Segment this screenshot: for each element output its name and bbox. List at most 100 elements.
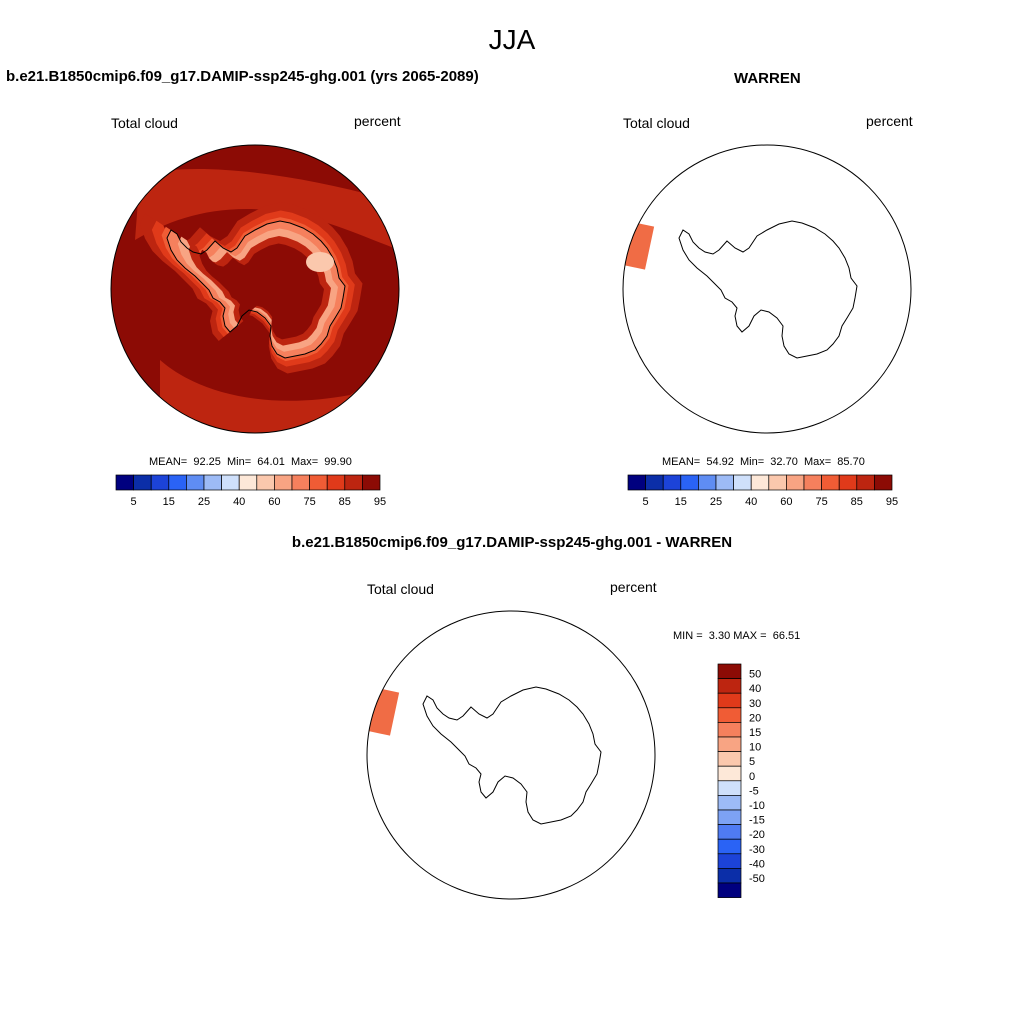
model-colorbar-tick-label: 5	[131, 496, 137, 508]
model-colorbar-box	[203, 474, 222, 491]
diff-colorbar-box	[717, 882, 742, 898]
diff-colorbar-tick-label: -15	[749, 815, 765, 827]
obs-map	[623, 218, 858, 359]
obs-colorbar-box	[680, 474, 699, 491]
obs-colorbar: 5 15 25 40 60 75 85 95	[627, 474, 898, 508]
model-min-label: Min=	[227, 456, 252, 468]
obs-colorbar-tick-label: 60	[780, 496, 792, 508]
diff-colorbar-box	[717, 838, 742, 855]
diff-colorbar-tick-label: -20	[749, 829, 765, 841]
obs-colorbar-box	[821, 474, 840, 491]
model-colorbar-box	[133, 474, 152, 491]
model-map	[111, 145, 399, 433]
diff-colorbar-box	[717, 824, 742, 840]
obs-colorbar-box	[803, 474, 822, 491]
model-colorbar-tick-label: 75	[303, 496, 315, 508]
model-mean-label: MEAN=	[149, 456, 188, 468]
obs-colorbar-box	[838, 474, 858, 491]
diff-colorbar-box	[717, 736, 742, 752]
diff-colorbar-box	[717, 692, 742, 709]
model-colorbar-box	[256, 474, 275, 491]
model-shading-plateau-min	[306, 252, 334, 272]
obs-units-label: percent	[866, 113, 913, 129]
obs-colorbar-tick-label: 95	[886, 496, 898, 508]
diff-colorbar-box	[717, 765, 742, 782]
model-colorbar-box	[309, 474, 328, 491]
model-stats: MEAN= 92.25 Min= 64.01 Max= 99.90	[149, 456, 352, 468]
diff-panel-title: b.e21.B1850cmip6.f09_g17.DAMIP-ssp245-gh…	[291, 534, 733, 551]
model-colorbar-box	[238, 474, 258, 491]
model-colorbar-box	[150, 474, 170, 491]
obs-stats: MEAN= 54.92 Min= 32.70 Max= 85.70	[662, 456, 865, 468]
diff-colorbar-tick-label: 50	[749, 669, 761, 681]
diff-colorbar-box	[717, 678, 742, 694]
obs-colorbar-box	[768, 474, 787, 491]
model-max-label: Max=	[290, 456, 319, 468]
model-colorbar-tick-label: 25	[198, 496, 210, 508]
obs-map-border	[622, 144, 912, 434]
model-colorbar-box	[274, 474, 293, 491]
obs-colorbar-box	[874, 474, 893, 491]
diff-min-value: 3.30	[708, 630, 731, 642]
diff-colorbar-tick-label: 20	[749, 712, 761, 724]
obs-colorbar-box	[662, 474, 682, 491]
obs-colorbar-tick-label: 75	[815, 496, 827, 508]
diff-map-border	[366, 610, 656, 900]
diff-colorbar-box	[717, 751, 742, 767]
model-colorbar-box	[344, 474, 363, 491]
diff-colorbar-box	[717, 663, 742, 679]
diff-field-label: Total cloud	[367, 581, 434, 597]
obs-colorbar-tick-label: 25	[710, 496, 722, 508]
obs-max-value: 85.70	[837, 456, 865, 468]
obs-colorbar-box	[750, 474, 770, 491]
obs-max-label: Max=	[803, 456, 832, 468]
diff-max-label: MAX =	[733, 630, 767, 642]
diff-colorbar-box	[717, 868, 742, 884]
obs-colorbar-box	[715, 474, 734, 491]
obs-min-label: Min=	[740, 456, 765, 468]
model-colorbar-tick-label: 85	[339, 496, 351, 508]
diff-colorbar-tick-label: -50	[749, 873, 765, 885]
diff-colorbar-tick-label: -5	[749, 785, 759, 797]
model-colorbar-box	[168, 474, 187, 491]
obs-colorbar-box	[786, 474, 805, 491]
diff-colorbar-tick-label: 5	[749, 756, 755, 768]
model-colorbar: 5 15 25 40 60 75 85 95	[115, 474, 386, 508]
diff-colorbar-box	[717, 809, 742, 825]
diff-colorbar-box	[717, 780, 742, 796]
diff-colorbar-box	[717, 722, 742, 738]
diff-stats: MIN = 3.30 MAX = 66.51	[673, 630, 800, 642]
diff-colorbar-tick-label: 10	[749, 742, 761, 754]
diff-colorbar-box	[717, 795, 742, 811]
diff-coastline	[422, 686, 602, 825]
model-field-label: Total cloud	[111, 115, 178, 131]
model-colorbar-box	[326, 474, 346, 491]
model-colorbar-box	[362, 474, 381, 491]
obs-min-value: 32.70	[770, 456, 798, 468]
obs-colorbar-tick-label: 40	[745, 496, 757, 508]
obs-coastline	[678, 220, 858, 359]
model-mean-value: 92.25	[193, 456, 221, 468]
obs-colorbar-box	[733, 474, 752, 491]
obs-panel-title: WARREN	[734, 70, 801, 87]
obs-colorbar-tick-label: 15	[675, 496, 687, 508]
diff-colorbar-tick-label: -10	[749, 800, 765, 812]
diff-colorbar-box	[717, 853, 742, 869]
diff-colorbar-tick-label: -40	[749, 858, 765, 870]
model-max-value: 99.90	[324, 456, 352, 468]
model-colorbar-box	[115, 474, 134, 491]
obs-field-label: Total cloud	[623, 115, 690, 131]
diff-colorbar-tick-label: 30	[749, 698, 761, 710]
obs-colorbar-box	[856, 474, 875, 491]
obs-colorbar-box	[627, 474, 646, 491]
diff-colorbar-box	[717, 707, 742, 723]
obs-colorbar-tick-label: 85	[851, 496, 863, 508]
model-colorbar-box	[291, 474, 310, 491]
model-min-value: 64.01	[257, 456, 285, 468]
obs-colorbar-tick-label: 5	[643, 496, 649, 508]
model-colorbar-tick-label: 40	[233, 496, 245, 508]
model-panel-title: b.e21.B1850cmip6.f09_g17.DAMIP-ssp245-gh…	[6, 68, 479, 85]
diff-colorbar-tick-label: -30	[749, 844, 765, 856]
